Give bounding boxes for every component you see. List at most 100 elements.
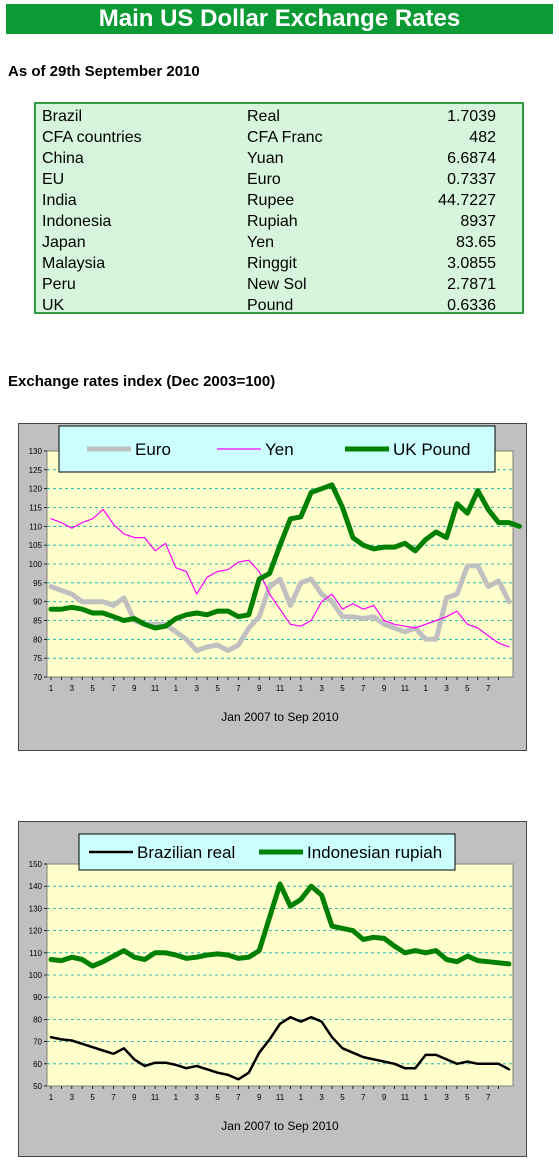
rate-cell: 3.0855 [447, 255, 496, 272]
x-tick-label: 3 [319, 1093, 324, 1102]
legend [58, 425, 496, 473]
y-tick-label: 120 [29, 927, 43, 936]
x-tick-label: 1 [49, 684, 54, 693]
x-tick-label: 5 [340, 684, 345, 693]
rate-cell: 83.65 [455, 234, 496, 251]
chart-1-container: 70 75 80 85 90 95 100 105 110 115 120 125 130 1 3 5 7 9 11… [18, 423, 527, 751]
rate-cell: 44.7227 [438, 192, 496, 209]
country-cell: Indonesia [42, 213, 112, 230]
series-line-indonesian-rupiah [48, 881, 512, 969]
x-tick-label: 11 [276, 1093, 285, 1102]
series-line-euro [48, 563, 512, 654]
country-cell: China [42, 150, 84, 167]
y-tick-label: 90 [33, 993, 42, 1002]
rates-heading: As of 29th September 2010 [8, 63, 200, 80]
legend-label: Brazilian real [137, 843, 235, 862]
y-tick-label: 125 [29, 466, 43, 475]
x-tick-label: 3 [70, 684, 75, 693]
y-tick-label: 70 [33, 1038, 42, 1047]
country-cell: EU [42, 171, 65, 188]
currency-cell: Yen [247, 234, 274, 251]
x-tick-label: 9 [257, 1093, 262, 1102]
y-tick-label: 80 [33, 1015, 42, 1024]
rate-cell: 0.7337 [447, 171, 496, 188]
y-tick-label: 130 [29, 904, 43, 913]
currency-cell: Pound [247, 297, 294, 314]
country-cell: Brazil [42, 108, 83, 125]
x-tick-label: 11 [276, 684, 285, 693]
page-title: Main US Dollar Exchange Rates [6, 4, 553, 34]
y-tick-label: 130 [29, 447, 43, 456]
rate-row: Japan Yen 83.65 [36, 232, 522, 253]
rate-cell: 1.7039 [447, 108, 496, 125]
country-cell: Japan [42, 234, 86, 251]
x-tick-label: 11 [401, 1093, 410, 1102]
x-tick-label: 7 [236, 684, 241, 693]
series-line-brazilian-real [49, 1015, 511, 1081]
rate-row: Brazil Real 1.7039 [36, 106, 522, 127]
legend-label: Yen [265, 440, 294, 459]
rate-row: Malaysia Ringgit 3.0855 [36, 253, 522, 274]
x-axis-label: Jan 2007 to Sep 2010 [221, 1119, 339, 1133]
y-tick-label: 90 [33, 598, 42, 607]
legend-label: Euro [135, 440, 171, 459]
x-tick-label: 9 [382, 684, 387, 693]
country-cell: India [42, 192, 77, 209]
x-tick-label: 9 [257, 684, 262, 693]
currency-cell: New Sol [247, 276, 307, 293]
currency-cell: Yuan [247, 150, 284, 167]
x-tick-label: 3 [319, 684, 324, 693]
y-tick-label: 100 [29, 971, 43, 980]
currency-cell: Rupiah [247, 213, 298, 230]
chart-2-container: 50 60 70 80 90 100 110 120 130 140 150 1 3 5 7 9 11 1 3 5 7 9… [18, 821, 527, 1157]
y-tick-label: 70 [33, 673, 42, 682]
currency-cell: Euro [247, 171, 281, 188]
x-tick-label: 9 [132, 684, 137, 693]
y-tick-label: 75 [33, 654, 42, 663]
x-tick-label: 5 [465, 1093, 470, 1102]
country-cell: UK [42, 297, 65, 314]
x-tick-label: 9 [382, 1093, 387, 1102]
y-tick-label: 140 [29, 882, 43, 891]
x-axis-label: Jan 2007 to Sep 2010 [221, 710, 339, 724]
series-line-uk-pound [48, 482, 522, 631]
currency-cell: Rupee [247, 192, 295, 209]
country-cell: Malaysia [42, 255, 106, 272]
x-tick-label: 3 [444, 1093, 449, 1102]
y-tick-label: 60 [33, 1060, 42, 1069]
x-tick-label: 11 [151, 684, 160, 693]
y-tick-label: 85 [33, 617, 42, 626]
x-tick-label: 7 [111, 684, 116, 693]
rate-row: UK Pound 0.6336 [36, 295, 522, 316]
x-tick-label: 5 [90, 684, 95, 693]
x-tick-label: 1 [299, 1093, 304, 1102]
index-heading: Exchange rates index (Dec 2003=100) [8, 373, 276, 390]
rate-row: India Rupee 44.7227 [36, 190, 522, 211]
rate-cell: 6.6874 [447, 150, 496, 167]
rate-row: Indonesia Rupiah 8937 [36, 211, 522, 232]
rate-cell: 8937 [460, 213, 496, 230]
rate-row: EU Euro 0.7337 [36, 169, 522, 190]
x-tick-label: 1 [424, 1093, 429, 1102]
series-line-yen [50, 508, 510, 648]
x-tick-label: 7 [111, 1093, 116, 1102]
rate-cell: 0.6336 [447, 297, 496, 314]
currency-cell: CFA Franc [247, 129, 323, 146]
y-tick-label: 120 [29, 485, 43, 494]
y-tick-label: 50 [33, 1082, 42, 1091]
x-tick-label: 1 [299, 684, 304, 693]
x-tick-label: 7 [486, 1093, 491, 1102]
x-tick-label: 7 [236, 1093, 241, 1102]
x-tick-label: 7 [361, 684, 366, 693]
y-tick-label: 110 [29, 949, 42, 958]
rate-row: China Yuan 6.6874 [36, 148, 522, 169]
x-tick-label: 5 [215, 1093, 220, 1102]
country-cell: CFA countries [42, 129, 142, 146]
x-tick-label: 1 [424, 684, 429, 693]
y-tick-label: 95 [33, 579, 42, 588]
x-tick-label: 11 [401, 684, 410, 693]
currency-cell: Real [247, 108, 280, 125]
y-tick-label: 80 [33, 635, 42, 644]
x-tick-label: 7 [361, 1093, 366, 1102]
